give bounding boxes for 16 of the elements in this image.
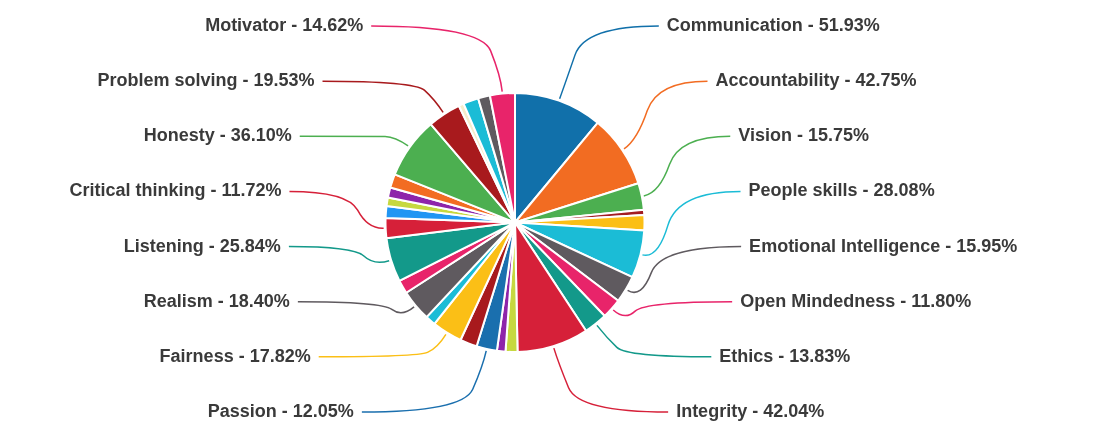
- slice-label: Emotional Intelligence - 15.95%: [749, 235, 1018, 256]
- slice-label: Problem solving - 19.53%: [97, 70, 315, 91]
- slice-label: Integrity - 42.04%: [676, 400, 825, 421]
- slice-label: Honesty - 36.10%: [143, 125, 292, 146]
- slice-label: Open Mindedness - 11.80%: [740, 290, 972, 311]
- slice-label: Critical thinking - 11.72%: [69, 180, 282, 201]
- slice-label: People skills - 28.08%: [748, 180, 935, 201]
- slice-label: Realism - 18.40%: [143, 290, 290, 311]
- slice-label: Passion - 12.05%: [207, 400, 354, 421]
- slice-label: Listening - 25.84%: [123, 235, 281, 256]
- slice-label: Ethics - 13.83%: [719, 345, 851, 366]
- slice-label: Vision - 15.75%: [738, 125, 869, 146]
- slice-label: Motivator - 14.62%: [205, 14, 364, 35]
- slice-label: Accountability - 42.75%: [715, 70, 917, 91]
- slice-label: Communication - 51.93%: [666, 14, 880, 35]
- slice-label: Fairness - 17.82%: [159, 345, 311, 366]
